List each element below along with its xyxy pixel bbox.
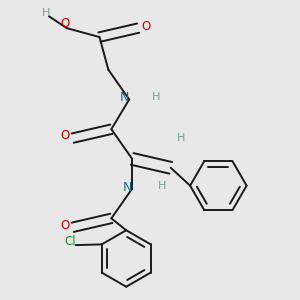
Text: H: H	[177, 133, 185, 143]
Text: H: H	[158, 181, 166, 191]
Text: N: N	[123, 181, 132, 194]
Text: Cl: Cl	[64, 235, 76, 248]
Text: O: O	[61, 17, 70, 30]
Text: H: H	[42, 8, 50, 18]
Text: O: O	[61, 219, 70, 232]
Text: H: H	[152, 92, 160, 101]
Text: O: O	[61, 129, 70, 142]
Text: N: N	[120, 92, 129, 104]
Text: O: O	[141, 20, 150, 33]
